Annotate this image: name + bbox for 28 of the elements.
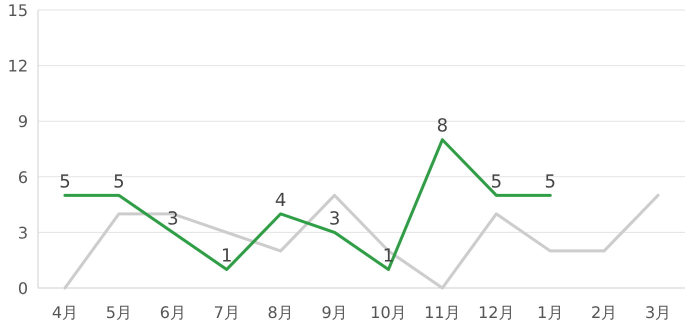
x-tick-label: 3月 [644,303,672,322]
data-label: 8 [436,116,448,137]
x-tick-label: 9月 [321,303,348,322]
y-tick-label: 15 [8,1,28,20]
x-tick-label: 5月 [106,303,132,322]
data-label: 3 [167,208,179,230]
y-tick-label: 12 [8,56,28,76]
data-label: 3 [328,208,340,230]
x-tick-label: 6月 [160,303,186,322]
x-tick-label: 4月 [52,303,78,322]
data-label: 1 [382,245,394,266]
y-tick-label: 3 [18,223,28,242]
y-tick-label: 9 [18,112,28,132]
data-label: 5 [490,171,502,192]
x-tick-label: 2月 [591,303,618,322]
x-tick-label: 12月 [478,303,514,322]
data-label: 4 [274,190,286,211]
data-label: 1 [220,245,232,266]
x-tick-label: 10月 [370,303,407,322]
y-tick-label: 6 [18,168,28,187]
data-label: 5 [113,171,125,192]
x-tick-label: 8月 [268,303,294,322]
data-label: 5 [544,171,556,192]
y-tick-label: 0 [18,279,28,298]
x-tick-label: 1月 [537,303,564,322]
x-tick-label: 7月 [214,303,240,322]
x-tick-label: 11月 [424,303,461,322]
data-label: 5 [59,171,71,192]
